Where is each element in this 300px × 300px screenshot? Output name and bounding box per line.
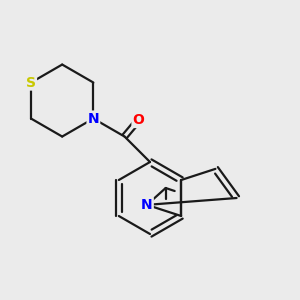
Text: S: S <box>26 76 36 89</box>
Text: N: N <box>88 112 99 125</box>
Text: N: N <box>141 198 153 212</box>
Text: O: O <box>133 113 144 127</box>
